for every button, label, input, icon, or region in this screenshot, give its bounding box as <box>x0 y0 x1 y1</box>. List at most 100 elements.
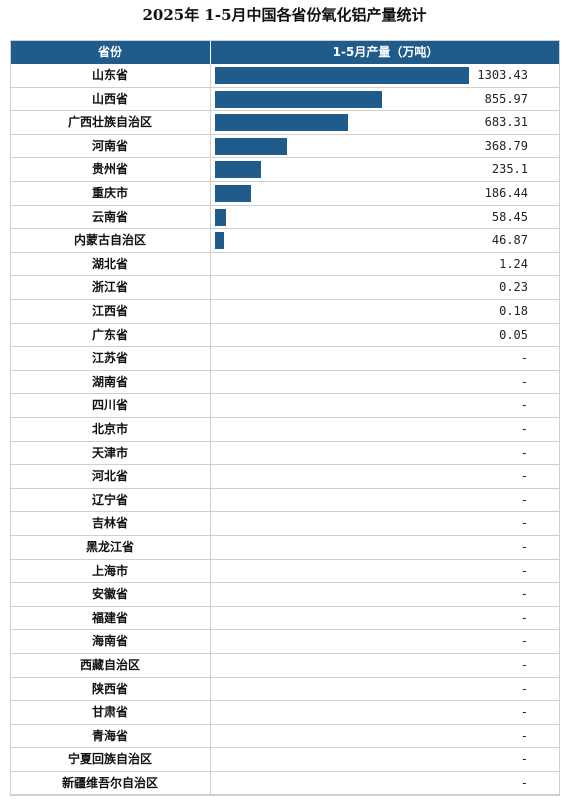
province-label: 云南省 <box>91 209 128 224</box>
value-cell: 1303.43 <box>210 64 560 87</box>
value-label: 1303.43 <box>477 68 528 82</box>
province-label: 安徽省 <box>91 587 128 602</box>
value-bar <box>215 67 469 84</box>
value-label: - <box>520 776 528 790</box>
province-label: 福建省 <box>91 610 128 625</box>
province-label: 贵州省 <box>91 162 128 177</box>
value-label: - <box>520 610 528 625</box>
province-label: 辽宁省 <box>91 492 128 507</box>
value-label: - <box>520 634 528 649</box>
value-label: - <box>520 351 528 366</box>
province-label: 宁夏回族自治区 <box>67 752 152 767</box>
province-label: 黑龙江省 <box>85 540 134 554</box>
province-label: 山东省 <box>91 68 128 82</box>
value-label: 683.31 <box>484 115 528 130</box>
value-cell: - <box>210 654 560 677</box>
table-row: 青海省 - <box>10 724 560 749</box>
province-label: 内蒙古自治区 <box>73 233 146 248</box>
table-row: 新疆维吾尔自治区 - <box>10 772 560 796</box>
province-label: 湖北省 <box>91 256 128 271</box>
table-row: 重庆市 186.44 <box>10 182 560 206</box>
value-cell: 1.24 <box>210 252 560 276</box>
province-label: 海南省 <box>91 634 128 649</box>
value-label: 0.23 <box>499 280 528 295</box>
value-label: 186.44 <box>484 186 528 200</box>
value-bar <box>215 185 252 202</box>
province-label: 青海省 <box>91 728 128 743</box>
province-label: 天津市 <box>91 445 128 460</box>
table-row: 贵州省 235.1 <box>10 158 560 182</box>
table-row: 天津市 - <box>10 441 560 466</box>
value-bar <box>215 161 261 179</box>
table-row: 江苏省 - <box>10 347 560 371</box>
province-label: 山西省 <box>91 91 128 106</box>
table-row: 浙江省 0.23 <box>10 276 560 300</box>
value-label: - <box>520 563 528 578</box>
table-row: 海南省 - <box>10 630 560 654</box>
province-label: 上海市 <box>91 563 128 578</box>
table-row: 湖南省 - <box>10 370 560 395</box>
value-cell: - <box>210 748 560 772</box>
value-cell: - <box>210 606 560 630</box>
province-label: 四川省 <box>91 398 128 413</box>
value-cell: 368.79 <box>210 134 560 158</box>
province-label: 重庆市 <box>91 186 128 200</box>
province-label: 陕西省 <box>91 681 128 696</box>
value-cell: - <box>210 583 560 607</box>
value-label: - <box>520 728 528 743</box>
table-header: 省份 1-5月产量（万吨） <box>10 40 560 64</box>
value-bar <box>215 114 349 132</box>
value-cell: - <box>210 701 560 725</box>
table-row: 四川省 - <box>10 394 560 418</box>
table-row: 吉林省 - <box>10 512 560 536</box>
province-label: 江苏省 <box>91 351 128 366</box>
value-cell: - <box>210 512 560 536</box>
value-label: - <box>520 705 528 720</box>
table-row: 山西省 855.97 <box>10 87 560 112</box>
header-province: 省份 <box>97 45 122 59</box>
table-row: 福建省 - <box>10 606 560 631</box>
province-label: 甘肃省 <box>91 705 128 720</box>
value-label: 1.24 <box>499 256 528 271</box>
value-cell: - <box>210 559 560 583</box>
value-label: - <box>520 658 528 672</box>
value-label: - <box>520 445 528 460</box>
value-label: - <box>520 587 528 602</box>
value-cell: 235.1 <box>210 158 560 182</box>
value-cell: - <box>210 536 560 559</box>
value-cell: - <box>210 488 560 512</box>
value-label: 0.18 <box>499 304 528 318</box>
province-label: 广东省 <box>91 327 128 342</box>
province-label: 江西省 <box>91 304 128 318</box>
chart-title: 2025年 1-5月中国各省份氧化铝产量统计 <box>142 6 427 24</box>
value-cell: - <box>210 630 560 654</box>
table-row: 内蒙古自治区 46.87 <box>10 229 560 253</box>
table-row: 河北省 - <box>10 465 560 489</box>
province-label: 西藏自治区 <box>79 658 140 672</box>
value-cell: 683.31 <box>210 111 560 135</box>
value-cell: - <box>210 370 560 394</box>
value-label: - <box>520 681 528 696</box>
table-row: 山东省 1303.43 <box>10 64 560 88</box>
value-cell: - <box>210 418 560 441</box>
value-cell: 0.23 <box>210 276 560 300</box>
value-label: - <box>520 516 528 531</box>
value-label: 0.05 <box>499 327 528 342</box>
value-cell: 0.05 <box>210 323 560 347</box>
table-row: 广西壮族自治区 683.31 <box>10 111 560 135</box>
value-cell: 58.45 <box>210 205 560 229</box>
table-row: 西藏自治区 - <box>10 654 560 678</box>
province-label: 吉林省 <box>91 516 128 531</box>
province-label: 新疆维吾尔自治区 <box>61 776 158 790</box>
table-row: 甘肃省 - <box>10 701 560 725</box>
value-cell: 186.44 <box>210 182 560 205</box>
value-label: - <box>520 422 528 436</box>
header-value: 1-5月产量（万吨） <box>210 40 560 64</box>
table-row: 宁夏回族自治区 - <box>10 748 560 772</box>
value-cell: 855.97 <box>210 87 560 111</box>
table-row: 安徽省 - <box>10 583 560 607</box>
value-label: - <box>520 540 528 554</box>
value-label: 235.1 <box>491 162 528 177</box>
province-label: 湖南省 <box>91 374 128 389</box>
province-label: 北京市 <box>91 422 128 436</box>
